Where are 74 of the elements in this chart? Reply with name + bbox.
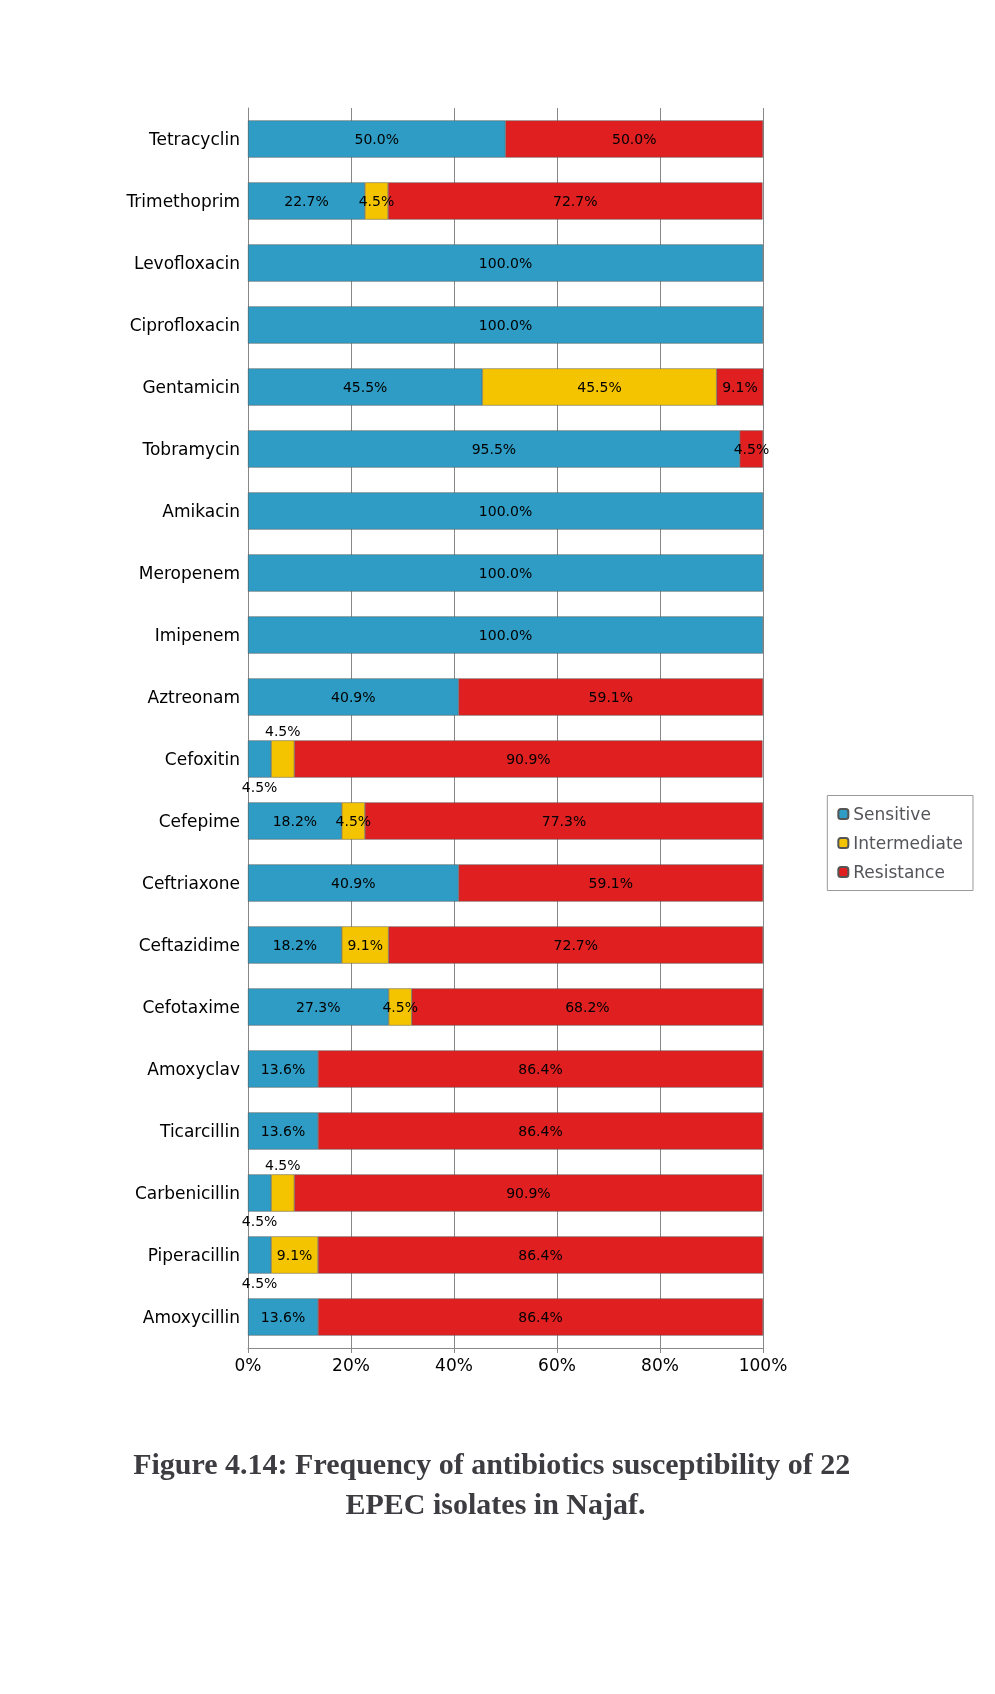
legend-label: Sensitive xyxy=(853,804,931,824)
data-label: 45.5% xyxy=(577,379,622,395)
x-tick-label: 40% xyxy=(435,1354,473,1375)
text: Figure 4.14: Frequency of antibiotics susceptibility of 22 EPEC isolates in Najaf. xyxy=(133,1446,858,1520)
data-label: 86.4% xyxy=(518,1123,563,1139)
bar xyxy=(248,616,763,654)
data-label: 100.0% xyxy=(478,627,533,643)
y-tick-label: Meropenem xyxy=(138,563,240,583)
data-label: 18.2% xyxy=(272,937,318,953)
x-tick-label: 80% xyxy=(641,1354,679,1375)
x-tick-label: 100% xyxy=(738,1354,788,1375)
x-tick-label: 20% xyxy=(332,1354,370,1375)
data-label: 72.7% xyxy=(553,193,598,209)
bar xyxy=(248,244,763,282)
data-label: 77.3% xyxy=(541,813,587,829)
data-label: 9.1% xyxy=(347,937,383,953)
data-label: 40.9% xyxy=(331,875,376,891)
bar xyxy=(248,554,763,592)
y-tick-label: Amoxycillin xyxy=(142,1307,240,1327)
data-label: 72.7% xyxy=(553,937,599,953)
y-tick-label: Cefepime xyxy=(158,811,240,831)
x-tick-label: 0% xyxy=(234,1354,262,1375)
data-label: 95.5% xyxy=(471,441,517,457)
x-tick-label: 60% xyxy=(538,1354,576,1375)
y-tick-label: Cefotaxime xyxy=(142,997,240,1017)
data-label: 45.5% xyxy=(342,379,388,395)
data-label: 68.2% xyxy=(565,999,610,1015)
data-label: 90.9% xyxy=(506,751,551,767)
data-label: 22.7% xyxy=(284,193,329,209)
data-label: 4.5% xyxy=(241,1274,278,1291)
data-label: 4.5% xyxy=(264,723,301,740)
data-label: 9.1% xyxy=(722,379,758,395)
data-label: 40.9% xyxy=(331,689,376,705)
legend-label: Resistance xyxy=(853,862,945,882)
y-tick-label: Trimethoprim xyxy=(125,191,240,211)
data-label: 4.5% xyxy=(264,1157,301,1174)
y-tick-label: Ceftriaxone xyxy=(142,873,240,893)
bar xyxy=(248,306,763,344)
data-label: 100.0% xyxy=(478,255,533,271)
bar xyxy=(248,492,763,530)
y-tick-label: Carbenicillin xyxy=(134,1183,240,1203)
data-label: 13.6% xyxy=(260,1309,306,1325)
data-label: 50.0% xyxy=(612,131,657,147)
data-label: 100.0% xyxy=(478,565,533,581)
y-tick-label: Ceftazidime xyxy=(138,935,240,955)
y-tick-label: Levofloxacin xyxy=(133,253,240,273)
data-label: 100.0% xyxy=(478,317,533,333)
data-label: 4.5% xyxy=(241,1212,278,1229)
y-tick-label: Imipenem xyxy=(154,625,240,645)
data-label: 9.1% xyxy=(276,1247,313,1263)
data-label: 13.6% xyxy=(260,1061,306,1077)
legend-label: Intermediate xyxy=(853,833,964,853)
data-label: 86.4% xyxy=(518,1247,563,1263)
y-tick-label: Tobramycin xyxy=(141,439,240,459)
y-tick-label: Amoxyclav xyxy=(147,1059,240,1079)
data-label: 4.5% xyxy=(241,778,278,795)
data-label: 86.4% xyxy=(518,1309,563,1325)
data-label: 18.2% xyxy=(272,813,318,829)
y-tick-label: Ticarcillin xyxy=(159,1121,240,1141)
data-label: 86.4% xyxy=(518,1061,563,1077)
y-tick-label: Gentamicin xyxy=(142,377,240,397)
y-tick-label: Cefoxitin xyxy=(164,749,240,769)
y-tick-label: Ciprofloxacin xyxy=(129,315,240,335)
data-label: 100.0% xyxy=(478,503,533,519)
y-tick-label: Piperacillin xyxy=(147,1245,240,1265)
data-label: 27.3% xyxy=(296,999,341,1015)
data-label: 59.1% xyxy=(588,689,634,705)
data-label: 50.0% xyxy=(354,131,399,147)
data-label: 90.9% xyxy=(506,1185,551,1201)
y-tick-label: Amikacin xyxy=(162,501,240,521)
data-label: 59.1% xyxy=(588,875,634,891)
data-label: 13.6% xyxy=(260,1123,306,1139)
y-tick-label: Tetracyclin xyxy=(147,129,240,149)
y-tick-label: Aztreonam xyxy=(147,687,240,707)
